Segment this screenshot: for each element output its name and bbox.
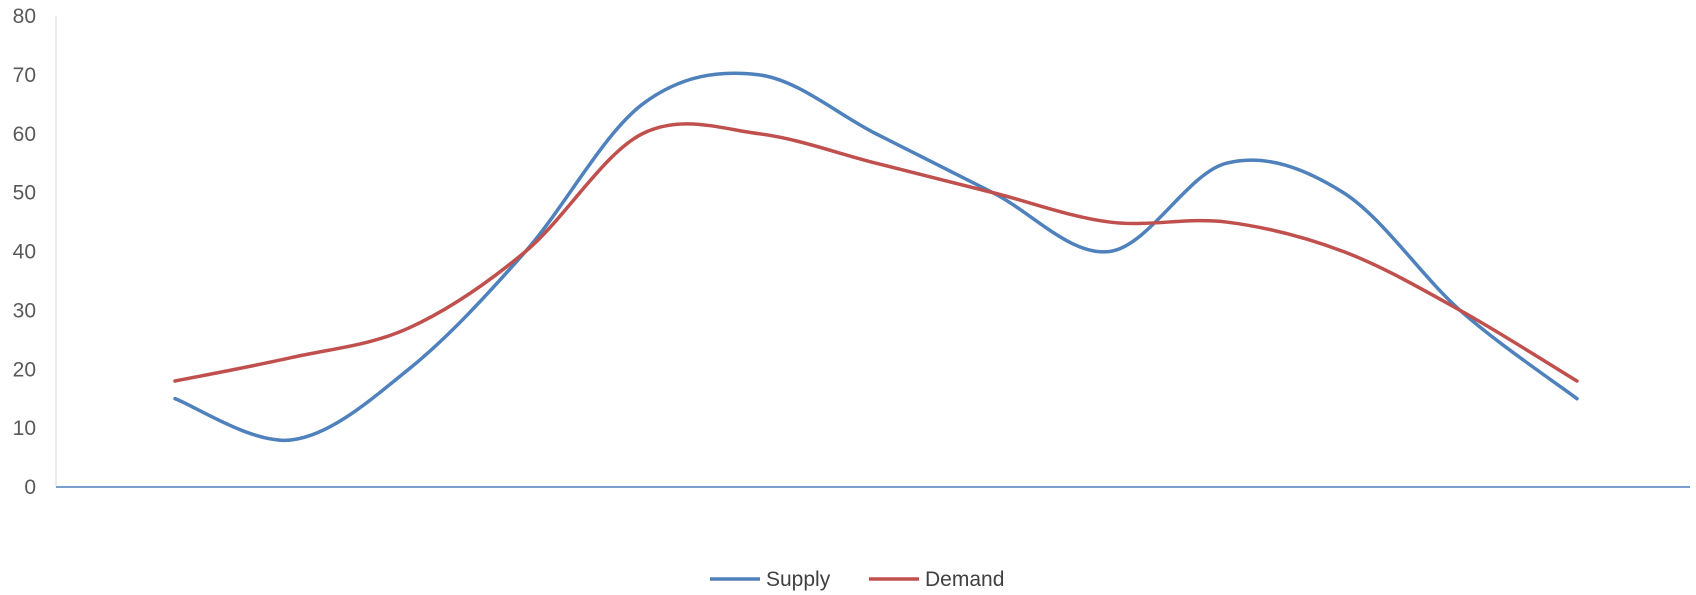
- y-axis: 0 10 20 30 40 50 60 70 80: [13, 5, 57, 499]
- legend: Supply Demand: [710, 568, 1004, 591]
- y-tick-label: 50: [13, 182, 36, 205]
- y-tick-label: 80: [13, 5, 36, 28]
- y-tick-label: 60: [13, 123, 36, 146]
- series-line-supply: [173, 71, 1579, 443]
- y-tick-label: 40: [13, 241, 36, 264]
- legend-label: Supply: [766, 568, 831, 591]
- legend-item-demand: Demand: [869, 568, 1004, 591]
- legend-label: Demand: [925, 568, 1004, 591]
- series-line-demand: [173, 122, 1579, 383]
- y-tick-label: 70: [13, 64, 36, 87]
- series-lines: [173, 71, 1579, 443]
- legend-item-supply: Supply: [710, 568, 831, 591]
- y-tick-label: 30: [13, 299, 36, 322]
- y-tick-label: 20: [13, 358, 36, 381]
- y-tick-label: 10: [13, 417, 36, 440]
- y-tick-label: 0: [24, 476, 36, 499]
